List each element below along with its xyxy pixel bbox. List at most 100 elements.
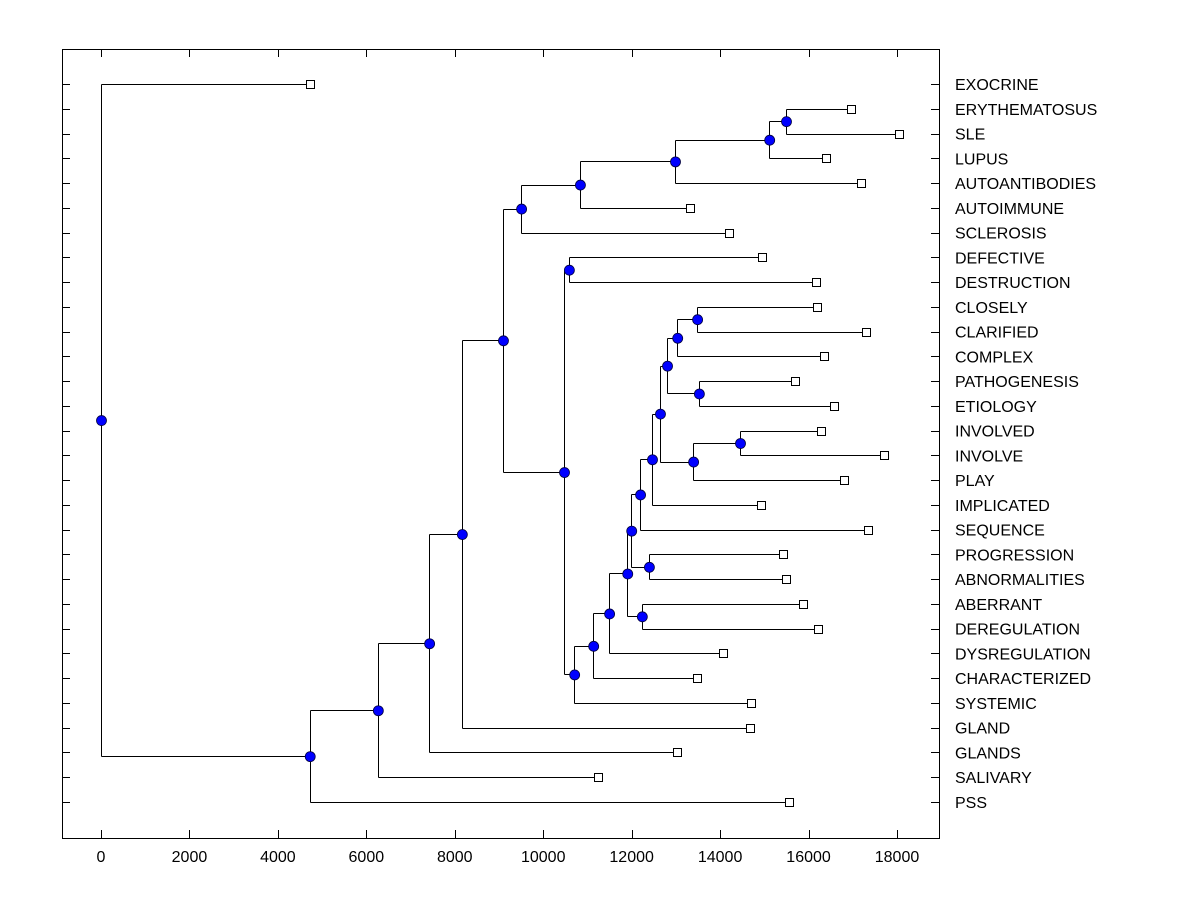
- merge-node: [498, 335, 509, 347]
- leaf-label: ABNORMALITIES: [955, 572, 1085, 589]
- leaf-label: CLOSELY: [955, 300, 1028, 317]
- merge-node: [304, 751, 316, 763]
- merge-node: [635, 489, 646, 501]
- leaf-label: GLANDS: [955, 745, 1021, 762]
- leaf-marker: [785, 798, 794, 807]
- merge-node: [604, 608, 616, 620]
- x-tick-labels: 0 2000 4000 6000 8000 10000 12000 14000 16000 180…: [97, 849, 920, 866]
- merge-node: [516, 203, 528, 215]
- leaf-marker: [747, 699, 756, 708]
- x-tick-label: 10000: [521, 849, 566, 866]
- leaf-marker: [693, 674, 702, 683]
- merge-node: [575, 179, 586, 191]
- merge-node: [688, 456, 700, 468]
- merge-node: [693, 388, 705, 400]
- leaf-marker: [746, 724, 755, 733]
- merge-node: [670, 156, 681, 168]
- leaf-label: SYSTEMIC: [955, 696, 1037, 713]
- leaf-label: EXOCRINE: [955, 77, 1039, 94]
- x-tick-label: 2000: [172, 849, 208, 866]
- merge-node: [764, 134, 776, 146]
- leaf-marker: [725, 229, 734, 238]
- x-tick-label: 16000: [786, 849, 831, 866]
- leaf-marker: [817, 427, 826, 436]
- leaf-label: SCLEROSIS: [955, 226, 1047, 243]
- merge-node: [644, 561, 655, 573]
- leaf-marker: [864, 526, 873, 535]
- leaf-label: ETIOLOGY: [955, 399, 1037, 416]
- leaf-label: PSS: [955, 795, 987, 812]
- leaf-marker: [857, 179, 866, 188]
- leaf-label: ERYTHEMATOSUS: [955, 102, 1097, 119]
- leaf-label: SLE: [955, 127, 985, 144]
- leaf-marker: [757, 501, 766, 510]
- leaf-label: GLAND: [955, 721, 1010, 738]
- leaf-marker: [822, 154, 831, 163]
- leaf-marker: [686, 204, 695, 213]
- merge-node: [569, 669, 581, 681]
- merge-node: [622, 568, 634, 580]
- leaf-marker: [814, 625, 823, 634]
- x-tick-label: 8000: [437, 849, 473, 866]
- merge-node: [662, 360, 673, 372]
- leaf-marker: [895, 130, 904, 139]
- leaf-marker: [758, 253, 767, 262]
- leaf-label: CLARIFIED: [955, 325, 1039, 342]
- x-tick-label: 14000: [698, 849, 743, 866]
- merge-node: [372, 705, 384, 717]
- leaf-label: INVOLVE: [955, 448, 1023, 465]
- leaf-label: SEQUENCE: [955, 523, 1045, 540]
- merge-node: [626, 525, 638, 537]
- leaf-label: PLAY: [955, 473, 995, 490]
- leaf-marker: [862, 328, 871, 337]
- merge-node: [559, 467, 570, 478]
- leaf-marker: [782, 575, 791, 584]
- leaf-label: DEREGULATION: [955, 622, 1080, 639]
- leaf-label: CHARACTERIZED: [955, 671, 1091, 688]
- leaf-markers: [306, 80, 904, 807]
- x-tick-label: 0: [97, 849, 106, 866]
- leaf-marker: [799, 600, 808, 609]
- leaf-marker: [847, 105, 856, 114]
- leaf-marker: [779, 550, 788, 559]
- leaf-marker: [880, 451, 889, 460]
- leaf-marker: [813, 303, 822, 312]
- leaf-marker: [673, 748, 682, 757]
- leaf-labels: EXOCRINE ERYTHEMATOSUS SLE LUPUS AUTOANTIBOD…: [955, 77, 1097, 812]
- merge-node: [692, 314, 704, 326]
- leaf-marker: [306, 80, 315, 89]
- leaf-label: COMPLEX: [955, 349, 1034, 366]
- leaf-label: ABERRANT: [955, 597, 1042, 614]
- merge-node: [781, 116, 792, 128]
- x-tick-label: 6000: [349, 849, 385, 866]
- leaf-marker: [791, 377, 800, 386]
- leaf-label: PATHOGENESIS: [955, 374, 1079, 391]
- merge-node: [588, 640, 600, 652]
- branches: [101, 84, 900, 803]
- merge-node: [636, 611, 648, 623]
- x-tick-label: 18000: [875, 849, 920, 866]
- leaf-marker: [594, 773, 603, 782]
- leaf-marker: [840, 476, 849, 485]
- leaf-marker: [830, 402, 839, 411]
- merge-node: [424, 638, 436, 650]
- merge-node: [456, 529, 468, 540]
- merge-node: [647, 454, 658, 466]
- plot-frame: [62, 49, 940, 839]
- leaf-label: DESTRUCTION: [955, 275, 1071, 292]
- x-tick-label: 4000: [260, 849, 296, 866]
- merge-node: [735, 438, 746, 449]
- leaf-label: INVOLVED: [955, 424, 1035, 441]
- axis-ticks: [62, 49, 939, 838]
- x-tick-label: 12000: [609, 849, 654, 866]
- leaf-label: AUTOANTIBODIES: [955, 176, 1096, 193]
- leaf-label: IMPLICATED: [955, 498, 1050, 515]
- merge-node: [655, 408, 666, 420]
- merge-node: [563, 264, 575, 276]
- leaf-label: LUPUS: [955, 151, 1008, 168]
- merge-node: [672, 332, 684, 344]
- leaf-label: DYSREGULATION: [955, 646, 1091, 663]
- merge-node: [96, 415, 107, 426]
- merge-nodes: [96, 116, 792, 763]
